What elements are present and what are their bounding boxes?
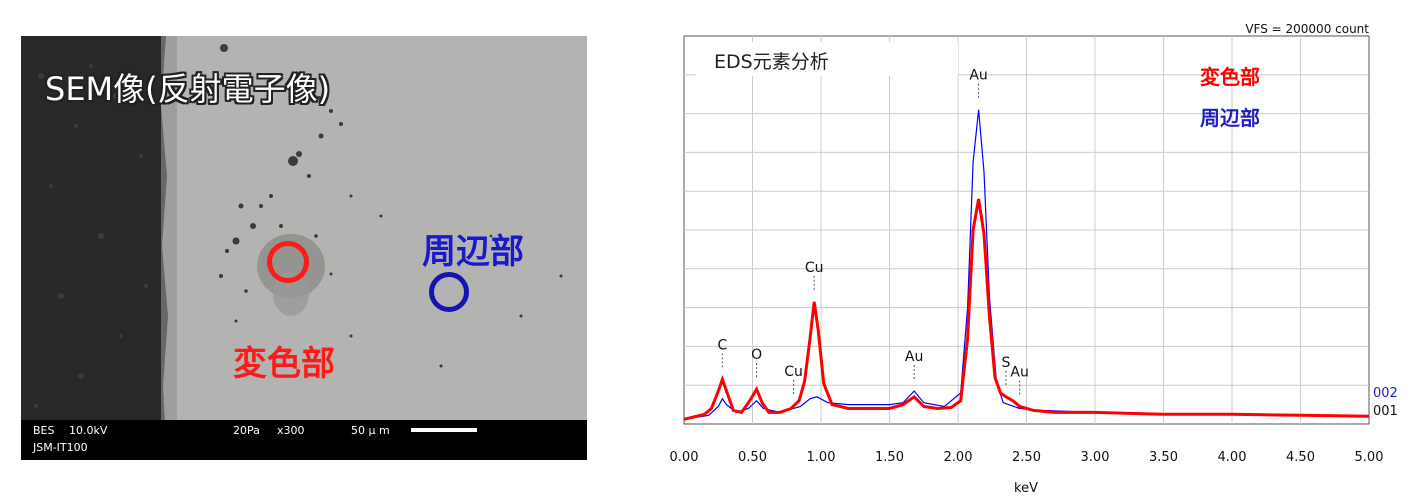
peak-label: Cu: [805, 260, 824, 276]
eds-chart-panel: 0.00 0.50 1.00 1.50 2.00 2.50 3.00 3.50 4.00 4.50…: [620, 0, 1410, 504]
peak-label: Cu: [784, 364, 803, 380]
x-tick-label: 5.00: [1355, 450, 1384, 465]
vfs-label: VFS = 200000 count: [1245, 22, 1369, 36]
eds-spectrum-chart: 0.00 0.50 1.00 1.50 2.00 2.50 3.00 3.50 4.00 4.50…: [670, 22, 1398, 496]
peripheral-area-marker: [429, 272, 469, 312]
peripheral-area-label: 周辺部: [422, 232, 524, 272]
peak-label: C: [717, 337, 727, 353]
grid-lines: [684, 36, 1369, 424]
discolored-area-label: 変色部: [233, 344, 335, 384]
info-model: JSM-IT100: [33, 441, 88, 454]
x-tick-label: 0.50: [738, 450, 767, 465]
x-tick-label: 4.00: [1218, 450, 1247, 465]
x-tick-labels: 0.00 0.50 1.00 1.50 2.00 2.50 3.00 3.50 4.00 4.50…: [670, 450, 1384, 465]
sem-image-panel: SEM像(反射電子像) 変色部 周辺部 BES 10.0kV JSM-IT100…: [21, 36, 587, 460]
peak-label: Au: [1010, 365, 1028, 381]
info-magnification: x300: [277, 424, 305, 437]
x-tick-label: 0.00: [670, 450, 699, 465]
legend-discolored: 変色部: [1200, 65, 1260, 89]
sem-info-bar: BES 10.0kV JSM-IT100 20Pa x300 50 μ m: [21, 420, 587, 460]
sem-title: SEM像(反射電子像): [45, 70, 331, 108]
scale-bar: [411, 428, 477, 432]
info-pressure: 20Pa: [233, 424, 260, 437]
peak-label: Au: [905, 349, 923, 365]
x-tick-label: 2.00: [944, 450, 973, 465]
info-voltage: 10.0kV: [69, 424, 108, 437]
x-axis-label: keV: [1014, 481, 1038, 496]
x-tick-label: 3.00: [1081, 450, 1110, 465]
x-tick-label: 4.50: [1286, 450, 1315, 465]
peak-label: S: [1002, 355, 1011, 371]
peak-label: O: [751, 347, 762, 363]
peak-label: Au: [969, 68, 987, 84]
trace-id-discolored: 001: [1373, 404, 1398, 419]
eds-title-box: [696, 42, 958, 76]
eds-title: EDS元素分析: [714, 51, 829, 73]
x-tick-label: 2.50: [1012, 450, 1041, 465]
info-scale-text: 50 μ m: [351, 424, 390, 437]
trace-id-peripheral: 002: [1373, 386, 1398, 401]
legend-peripheral: 周辺部: [1200, 106, 1260, 130]
info-mode: BES: [33, 424, 55, 437]
series-line-discolored: [683, 198, 1370, 421]
x-tick-label: 1.00: [807, 450, 836, 465]
x-tick-label: 3.50: [1149, 450, 1178, 465]
sem-micrograph: [21, 36, 563, 460]
discolored-area-marker: [267, 241, 309, 283]
x-tick-label: 1.50: [875, 450, 904, 465]
